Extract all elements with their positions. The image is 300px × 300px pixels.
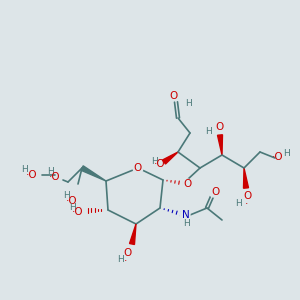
Text: ·O: ·O (272, 152, 284, 162)
Text: H: H (284, 149, 290, 158)
Circle shape (182, 179, 192, 189)
Text: ·: · (124, 256, 128, 266)
Text: O: O (211, 187, 219, 197)
Text: O: O (170, 91, 178, 101)
Text: H: H (205, 127, 212, 136)
Polygon shape (244, 168, 248, 188)
Text: ·O: ·O (49, 172, 61, 182)
Text: H: H (22, 166, 28, 175)
Polygon shape (218, 135, 223, 155)
Text: H: H (184, 100, 191, 109)
Polygon shape (163, 152, 178, 164)
Text: O: O (243, 191, 251, 201)
Text: ·: · (245, 199, 249, 209)
Text: H: H (183, 220, 189, 229)
Text: ·O: ·O (66, 196, 78, 206)
Text: ·O: ·O (72, 207, 84, 217)
Polygon shape (130, 224, 136, 244)
Circle shape (133, 163, 143, 173)
Text: N: N (182, 210, 190, 220)
Text: O: O (134, 163, 142, 173)
Text: H: H (152, 158, 158, 166)
Text: H: H (64, 191, 70, 200)
Text: ·O: ·O (154, 159, 166, 169)
Text: H: H (46, 167, 53, 176)
Text: O: O (216, 122, 224, 132)
Text: ·O: ·O (26, 170, 38, 180)
Circle shape (180, 210, 190, 220)
Text: O: O (183, 179, 191, 189)
Polygon shape (81, 166, 106, 181)
Text: O: O (124, 248, 132, 258)
Text: H: H (236, 199, 242, 208)
Text: H: H (117, 256, 123, 265)
Text: H: H (69, 203, 75, 212)
Circle shape (209, 187, 219, 197)
